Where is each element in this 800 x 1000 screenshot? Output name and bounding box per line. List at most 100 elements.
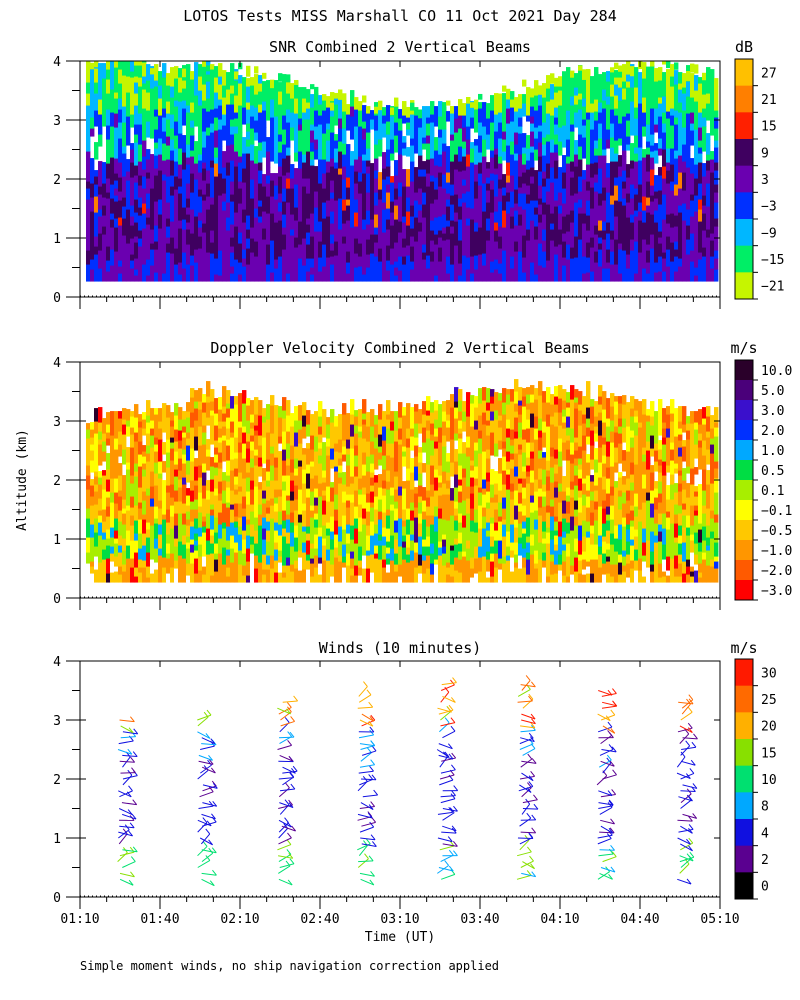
doppler-cell xyxy=(306,540,311,555)
doppler-cell xyxy=(518,550,523,556)
snr-cell xyxy=(258,230,263,241)
snr-cell xyxy=(674,256,679,272)
snr-cell xyxy=(194,262,199,275)
doppler-cell xyxy=(346,500,351,508)
snr-cell xyxy=(366,160,371,167)
snr-title: SNR Combined 2 Vertical Beams xyxy=(269,38,531,56)
snr-cell xyxy=(450,126,455,135)
snr-cell xyxy=(450,233,455,251)
doppler-cell xyxy=(94,484,99,492)
snr-cell xyxy=(326,257,331,265)
snr-cell xyxy=(446,206,451,221)
doppler-cell xyxy=(450,419,455,434)
doppler-cell xyxy=(494,443,499,451)
doppler-cell xyxy=(122,449,127,465)
snr-cell xyxy=(646,197,651,206)
snr-cell xyxy=(110,151,115,158)
snr-cell xyxy=(426,215,431,222)
snr-cell xyxy=(550,84,555,100)
doppler-cell xyxy=(202,455,207,464)
snr-cell xyxy=(410,161,415,168)
snr-cell xyxy=(502,266,507,282)
doppler-cell xyxy=(198,432,203,446)
doppler-cell xyxy=(346,543,351,554)
doppler-cell xyxy=(458,532,463,544)
doppler-cell xyxy=(262,574,267,583)
snr-cell xyxy=(618,138,623,146)
doppler-cell xyxy=(474,458,479,467)
snr-cell xyxy=(118,69,123,76)
doppler-cell xyxy=(546,564,551,577)
doppler-cell xyxy=(218,524,223,539)
snr-cell xyxy=(254,249,259,257)
doppler-cell xyxy=(90,537,95,553)
snr-cell xyxy=(150,237,155,244)
snr-cell xyxy=(654,97,659,109)
doppler-cell xyxy=(522,466,527,472)
snr-cell xyxy=(606,96,611,105)
snr-cell xyxy=(102,94,107,110)
snr-cell xyxy=(114,180,119,189)
doppler-cell xyxy=(154,518,159,524)
snr-cell xyxy=(330,211,335,224)
snr-cell xyxy=(426,106,431,118)
snr-cell xyxy=(210,197,215,205)
doppler-cell xyxy=(434,469,439,478)
snr-cell xyxy=(306,178,311,194)
snr-cell xyxy=(98,258,103,269)
doppler-cell xyxy=(194,528,199,534)
doppler-cell xyxy=(374,496,379,510)
doppler-cell xyxy=(266,530,271,542)
snr-cell xyxy=(342,243,347,253)
snr-cell xyxy=(234,102,239,113)
snr-cell xyxy=(274,185,279,193)
snr-cell xyxy=(670,115,675,126)
snr-cell xyxy=(338,174,343,190)
snr-cell xyxy=(366,132,371,149)
doppler-cell xyxy=(206,569,211,583)
doppler-cell xyxy=(278,535,283,551)
snr-cell xyxy=(210,230,215,243)
snr-cell xyxy=(710,172,715,184)
snr-cell xyxy=(186,164,191,174)
doppler-cell xyxy=(546,557,551,565)
snr-cell xyxy=(202,66,207,75)
snr-cell xyxy=(398,167,403,183)
snr-cell xyxy=(334,148,339,157)
doppler-cell xyxy=(390,521,395,536)
snr-cell xyxy=(146,80,151,93)
doppler-cell xyxy=(462,477,467,490)
doppler-cell xyxy=(502,428,507,442)
doppler-cell xyxy=(474,566,479,574)
doppler-cell xyxy=(498,569,503,583)
snr-cell xyxy=(94,93,99,111)
doppler-cell xyxy=(378,487,383,495)
snr-cell xyxy=(146,178,151,194)
snr-cell xyxy=(246,153,251,168)
snr-cell xyxy=(158,170,163,179)
doppler-cell xyxy=(106,479,111,492)
doppler-cell xyxy=(438,465,443,476)
doppler-cell xyxy=(338,526,343,542)
snr-cell xyxy=(154,184,159,202)
snr-cell xyxy=(374,170,379,179)
snr-cell xyxy=(542,130,547,138)
doppler-cell xyxy=(286,514,291,520)
doppler-cell xyxy=(470,486,475,494)
doppler-cell xyxy=(130,434,135,448)
doppler-cell xyxy=(258,504,263,515)
doppler-cell xyxy=(174,546,179,561)
snr-cell xyxy=(710,256,715,269)
doppler-cell xyxy=(302,510,307,521)
doppler-cell xyxy=(294,568,299,583)
doppler-cell xyxy=(142,567,147,583)
doppler-cell xyxy=(510,550,515,558)
snr-cell xyxy=(430,230,435,241)
doppler-cell xyxy=(170,442,175,449)
doppler-cell xyxy=(370,535,375,541)
snr-cell xyxy=(470,102,475,108)
doppler-cell xyxy=(166,467,171,481)
doppler-cell xyxy=(458,522,463,528)
snr-cell xyxy=(90,197,95,212)
